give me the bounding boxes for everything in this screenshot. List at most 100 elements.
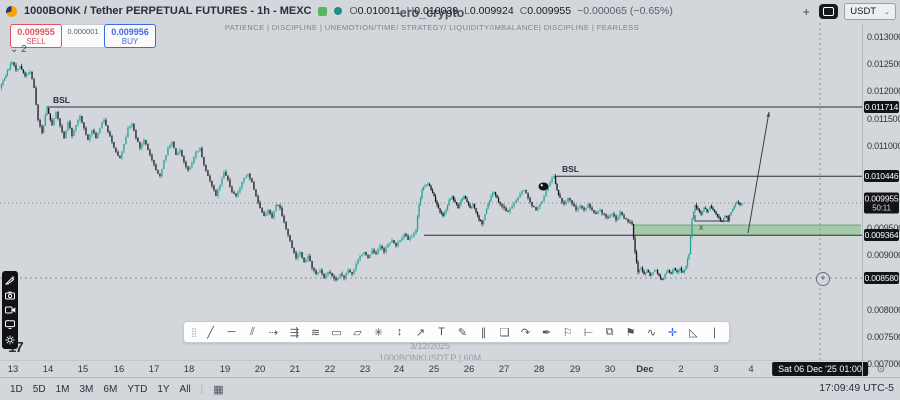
price-tick-label: 0.009000	[867, 250, 900, 261]
flag-mark-tool-icon[interactable]: ⚐	[562, 326, 573, 339]
axis-corner-icon[interactable]: ⊙	[862, 360, 900, 378]
range-6m[interactable]: 6M	[103, 384, 118, 395]
time-tick-label: 16	[113, 364, 125, 375]
rotated-rectangle-tool-icon[interactable]: ▱	[353, 326, 362, 339]
time-tick-label: 30	[604, 364, 616, 375]
trend-line-tool-icon[interactable]: ╱	[207, 326, 214, 339]
time-tick-label: 18	[183, 364, 195, 375]
gear-icon[interactable]	[5, 335, 15, 345]
demand-zone[interactable]	[634, 225, 861, 236]
range-1y[interactable]: 1Y	[157, 384, 170, 395]
time-tick-label: Dec	[636, 364, 654, 375]
currency-label: USDT	[850, 6, 877, 17]
disjoint-channel-tool-icon[interactable]: ⧉	[605, 325, 614, 338]
text-tool-icon[interactable]: T	[438, 326, 445, 338]
camera-icon[interactable]	[5, 291, 15, 300]
price-range-tool-icon[interactable]: ⊢	[583, 326, 594, 339]
buy-label: BUY	[121, 37, 139, 46]
projection-arrow[interactable]	[747, 111, 770, 234]
price-tick-label: 0.007000	[867, 359, 900, 370]
parallel-channel-tool-icon[interactable]: ⫽	[250, 325, 255, 338]
range-switcher: 1D 5D 1M 3M 6M YTD 1Y All | ▦	[0, 383, 224, 396]
price-axis[interactable]: 0.013000 0.012500 0.012000 0.011500 0.011000…	[862, 23, 900, 377]
crosshair-badge: 0.008580	[864, 272, 899, 285]
price-tick-label: 0.012000	[867, 86, 900, 97]
chevron-down-icon: ⌄	[884, 8, 890, 16]
time-tick-label: 26	[463, 364, 475, 375]
brush-icon[interactable]	[5, 275, 15, 285]
candlestick-chart[interactable]: BSL BSL x	[0, 23, 862, 360]
price-tick-label: 0.013000	[867, 31, 900, 42]
bottom-toolbar: 1D 5D 1M 3M 6M YTD 1Y All | ▦ 17:09:49 UTC-5	[0, 377, 900, 400]
time-tick-label: 20	[254, 364, 266, 375]
buy-button[interactable]: 0.009956 BUY	[104, 24, 156, 48]
range-bracket[interactable]	[694, 215, 730, 222]
plus-icon[interactable]: +	[802, 4, 810, 19]
price-tick-label: 0.007500	[867, 332, 900, 342]
crosshair-tool-icon[interactable]: ✛	[667, 326, 678, 339]
time-tick-label: 14	[42, 364, 54, 375]
arrow-marker-tool-icon[interactable]: ↗	[415, 326, 426, 339]
exchange-logo-icon[interactable]	[6, 5, 17, 17]
triangle-pattern-tool-icon[interactable]: ◺	[689, 326, 698, 339]
horizontal-ray-tool-icon[interactable]: ⇢	[268, 326, 279, 339]
ohlc-c: C0.009955	[519, 5, 572, 17]
horizontal-line-tool-icon[interactable]: ─	[227, 326, 236, 338]
header-right-controls: + USDT ⌄	[799, 3, 896, 20]
chart-header: 1000BONK / Tether PERPETUAL FUTURES - 1h…	[0, 0, 900, 22]
bsl-lower-badge: 0.010446	[864, 170, 899, 183]
brush-tool-icon[interactable]: ✎	[457, 326, 468, 339]
bsl-upper-badge: 0.011714	[864, 100, 899, 113]
sell-button[interactable]: 0.009955 SELL	[10, 24, 62, 48]
range-3m[interactable]: 3M	[79, 384, 94, 395]
pen-tool-icon[interactable]: ✒	[541, 326, 552, 339]
price-tick-label: 0.011500	[867, 113, 900, 124]
bomb-sticker-icon[interactable]	[538, 178, 549, 196]
flat-channel-tool-icon[interactable]: ⇶	[289, 326, 300, 339]
ohlc-h: H0.010039	[406, 5, 459, 17]
market-status-icon[interactable]	[318, 6, 328, 16]
callout-tool-icon[interactable]: ▭	[331, 326, 342, 339]
range-ytd[interactable]: YTD	[127, 384, 148, 395]
parallel-lines-tool-icon[interactable]: ∥	[480, 326, 487, 339]
xabcd-pattern-tool-icon[interactable]: ✳	[373, 326, 384, 339]
video-icon[interactable]	[4, 306, 16, 314]
monitor-icon[interactable]	[5, 320, 15, 329]
zigzag-tool-icon[interactable]: ∿	[646, 326, 657, 339]
symbol-title[interactable]: 1000BONK / Tether PERPETUAL FUTURES - 1h…	[24, 5, 312, 17]
add-alert-plus-icon[interactable]: +	[816, 272, 830, 286]
sell-label: SELL	[26, 37, 46, 46]
time-axis[interactable]: 13 14 15 16 17 18 19 20 21 22 23 24 25 26 27 28 29 30 Dec 2…	[0, 360, 868, 378]
ohlc-l: L0.009924	[464, 5, 514, 17]
time-tick-label: 2	[678, 364, 684, 375]
range-all[interactable]: All	[179, 384, 191, 395]
calendar-icon[interactable]: ▦	[213, 384, 224, 396]
range-1d[interactable]: 1D	[10, 384, 23, 395]
object-tree-toggle[interactable]: ⌄ 2	[10, 44, 27, 55]
time-tick-label: 15	[77, 364, 89, 375]
vertical-line-tool-icon[interactable]: ∣	[711, 326, 718, 339]
trade-widget: 0.009955 SELL 0.000001 0.009956 BUY	[10, 24, 156, 48]
curve-tool-icon[interactable]: ↷	[520, 326, 531, 339]
toolbar-drag-handle[interactable]: ⣿	[190, 326, 198, 337]
currency-select[interactable]: USDT ⌄	[844, 3, 896, 20]
time-tick-label: 29	[569, 364, 581, 375]
flags-tool-icon[interactable]: ⚑	[625, 326, 636, 339]
buy-price: 0.009956	[111, 27, 149, 37]
range-1m[interactable]: 1M	[55, 384, 70, 395]
time-tick-label: 21	[289, 364, 301, 375]
screen-icon	[823, 7, 835, 16]
time-tick-label: 28	[533, 364, 545, 375]
range-5d[interactable]: 5D	[32, 384, 46, 395]
regression-trend-tool-icon[interactable]: ≋	[310, 326, 321, 339]
data-feed-icon[interactable]	[334, 7, 343, 15]
crosshair-date-badge: Sat 06 Dec '25 01:00	[772, 362, 868, 376]
spread-value: 0.000001	[62, 24, 104, 48]
clock-display[interactable]: 17:09:49 UTC-5	[819, 382, 894, 394]
time-tick-label: 23	[359, 364, 371, 375]
ohlc-o: O0.010011	[349, 5, 401, 17]
long-position-tool-icon[interactable]: ↕	[396, 326, 403, 338]
comment-tool-icon[interactable]: ❑	[499, 326, 510, 339]
snapshot-button[interactable]	[819, 4, 839, 19]
